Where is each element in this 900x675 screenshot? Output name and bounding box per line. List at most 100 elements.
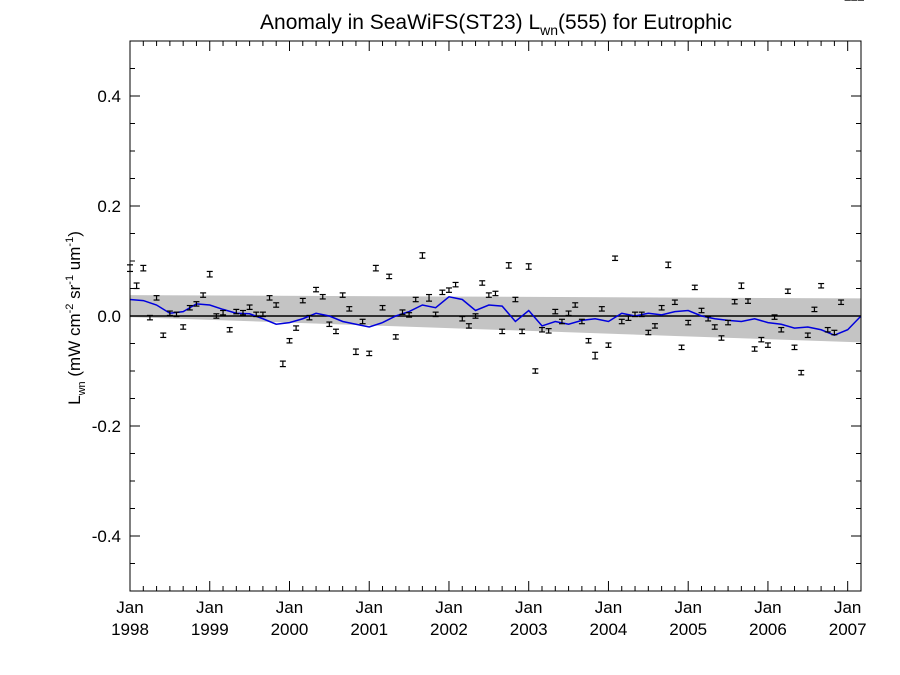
data-point <box>791 344 798 351</box>
data-point <box>578 318 585 325</box>
data-point <box>233 308 240 315</box>
data-point <box>200 292 207 298</box>
data-point <box>545 328 552 334</box>
y-tick-label: 0.0 <box>97 307 121 326</box>
data-point <box>751 346 758 352</box>
ylabel-exp3: -1 <box>64 237 76 247</box>
data-point <box>313 286 320 293</box>
data-point <box>678 344 685 351</box>
data-point <box>166 310 173 317</box>
data-point <box>220 309 227 316</box>
data-point <box>585 337 592 344</box>
data-point <box>459 315 466 322</box>
data-point <box>213 313 220 319</box>
ylabel-L: L <box>65 395 84 404</box>
data-point <box>758 336 765 343</box>
ylabel-L-sub: wn <box>76 381 88 396</box>
x-tick-label: Jan 2003 <box>510 598 548 639</box>
x-tick-month: Jan <box>435 598 462 617</box>
data-point <box>359 318 366 325</box>
data-point <box>253 311 260 318</box>
data-point <box>665 261 672 269</box>
data-point <box>778 326 785 333</box>
data-point <box>226 326 233 333</box>
ylabel-exp2: -1 <box>64 275 76 285</box>
ylabel-mid: sr <box>65 284 84 303</box>
data-point <box>718 335 725 341</box>
x-tick-year: 2006 <box>749 620 787 639</box>
x-tick-month: Jan <box>276 598 303 617</box>
data-point <box>372 264 379 272</box>
x-tick-year: 2004 <box>590 620 628 639</box>
confidence-band-layer <box>130 295 861 343</box>
data-point <box>392 334 399 340</box>
y-tick-label: -0.2 <box>92 417 121 436</box>
data-point <box>738 282 745 290</box>
data-point <box>412 296 419 303</box>
data-point <box>266 295 273 301</box>
data-point <box>419 252 426 259</box>
x-tick-label: Jan 1998 <box>111 598 149 639</box>
data-point <box>725 319 732 326</box>
data-point <box>439 289 446 296</box>
svg-text:Lwn (mW cm-2 sr-1 um-1): Lwn (mW cm-2 sr-1 um-1) <box>64 231 88 405</box>
data-point <box>565 310 572 317</box>
x-tick-month: Jan <box>674 598 701 617</box>
data-point <box>539 326 546 333</box>
ylabel-mid2: um <box>65 247 84 275</box>
data-point <box>379 304 386 311</box>
data-point <box>671 299 678 306</box>
x-tick-month: Jan <box>595 598 622 617</box>
x-tick-label: Jan 2001 <box>350 598 388 639</box>
y-tick-label: -0.4 <box>92 527 121 546</box>
data-point <box>745 298 752 304</box>
data-point <box>299 297 306 304</box>
x-tick-year: 2005 <box>669 620 707 639</box>
data-point <box>485 292 492 298</box>
x-tick-label: Jan 2006 <box>749 598 787 639</box>
x-tick-label: Jan 1999 <box>191 598 229 639</box>
data-points-layer <box>127 0 864 376</box>
data-point <box>239 309 246 316</box>
data-point <box>651 323 658 329</box>
data-point <box>711 324 718 330</box>
data-point <box>532 368 539 374</box>
data-point <box>625 315 632 321</box>
data-point <box>618 318 625 325</box>
data-point <box>638 311 645 318</box>
data-point <box>831 329 838 336</box>
data-point <box>658 304 665 311</box>
data-point <box>698 307 705 314</box>
x-tick-label: Jan 2004 <box>590 598 628 639</box>
data-point <box>764 342 771 348</box>
data-point <box>685 319 692 326</box>
data-point <box>811 306 818 313</box>
data-point <box>771 314 778 320</box>
data-point <box>505 262 512 269</box>
data-point <box>705 315 712 322</box>
data-point <box>186 304 193 311</box>
data-point <box>399 309 406 315</box>
x-tick-year: 2002 <box>430 620 468 639</box>
x-tick-year: 1998 <box>111 620 149 639</box>
data-point <box>293 325 300 331</box>
data-point <box>426 293 433 302</box>
data-point <box>180 324 187 330</box>
y-axis-label: Lwn (mW cm-2 sr-1 um-1) <box>64 231 88 405</box>
confidence-band <box>130 295 861 343</box>
data-point <box>346 306 353 312</box>
data-point <box>632 311 639 318</box>
x-tick-year: 2000 <box>271 620 309 639</box>
data-point <box>519 328 526 335</box>
x-tick-year: 1999 <box>191 620 229 639</box>
x-tick-month: Jan <box>754 598 781 617</box>
y-tick-label: 0.2 <box>97 197 121 216</box>
data-point <box>645 329 652 336</box>
data-point <box>605 342 612 348</box>
ylabel-close: ) <box>65 231 84 237</box>
ylabel-exp1: -2 <box>64 304 76 314</box>
x-tick-month: Jan <box>196 598 223 617</box>
data-point <box>572 302 579 308</box>
data-point <box>691 284 698 291</box>
